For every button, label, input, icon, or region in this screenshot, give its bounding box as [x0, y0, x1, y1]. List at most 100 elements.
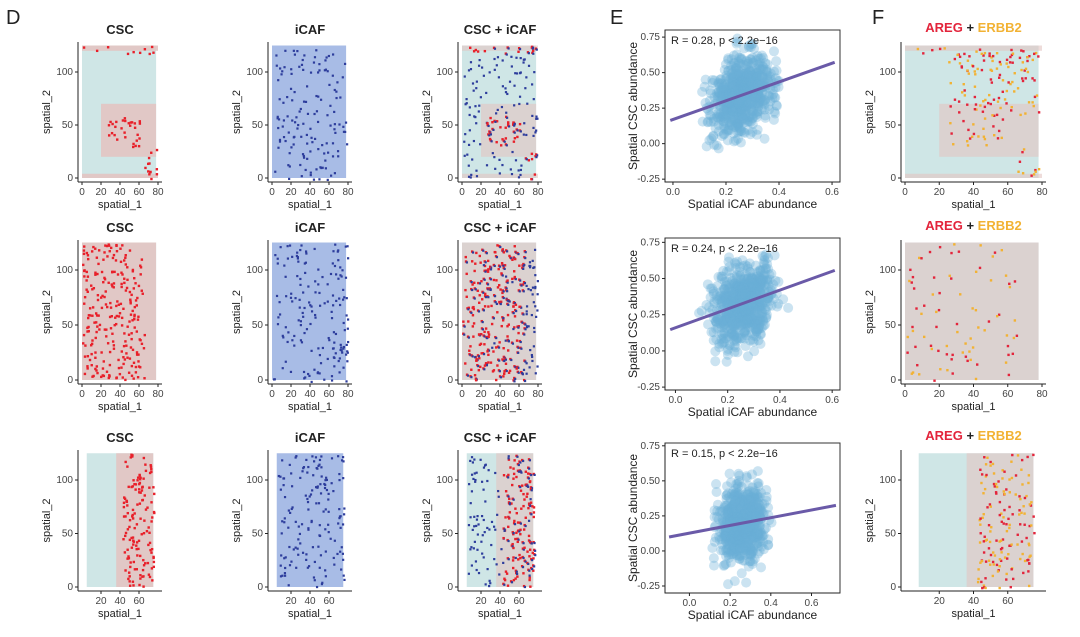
csc-spot: [487, 331, 490, 334]
data-point: [742, 312, 753, 323]
areg-spot: [911, 325, 914, 329]
areg-spot: [1020, 468, 1023, 471]
data-point: [701, 141, 712, 152]
plus-sign: +: [963, 20, 975, 35]
icaf-spot: [474, 356, 477, 359]
icaf-spot: [514, 556, 517, 560]
data-point: [726, 530, 737, 541]
icaf-spot: [339, 550, 342, 553]
areg-spot: [973, 108, 977, 111]
data-point: [745, 66, 756, 77]
data-point: [743, 322, 754, 333]
csc-spot: [124, 460, 127, 464]
y-tick-label: 100: [56, 67, 73, 78]
tissue-background: [276, 453, 344, 587]
icaf-spot: [523, 263, 526, 267]
data-point: [714, 534, 725, 545]
csc-spot: [512, 472, 516, 476]
erbb2-spot: [977, 326, 980, 329]
data-point: [733, 84, 744, 95]
x-tick-label: 20: [285, 187, 297, 198]
icaf-spot: [330, 174, 333, 177]
data-point: [729, 278, 740, 289]
csc-spot: [124, 136, 127, 139]
icaf-spot: [536, 365, 539, 368]
areg-spot: [1002, 522, 1005, 525]
data-point: [733, 513, 744, 524]
icaf-spot: [294, 297, 297, 300]
icaf-spot: [475, 87, 478, 90]
icaf-spot: [530, 353, 533, 357]
erbb2-spot: [1032, 515, 1035, 518]
data-point: [729, 490, 740, 501]
areg-spot: [911, 371, 915, 374]
data-point: [753, 527, 764, 538]
icaf-spot: [519, 56, 522, 60]
data-point: [727, 72, 738, 83]
data-point: [748, 108, 759, 119]
csc-spot: [503, 370, 506, 373]
data-point: [727, 102, 738, 113]
csc-spot: [126, 278, 129, 282]
icaf-spot: [341, 523, 345, 526]
data-point: [750, 77, 761, 88]
areg-spot: [1019, 523, 1022, 526]
data-point: [739, 542, 750, 553]
data-point: [721, 533, 732, 544]
csc-spot: [134, 299, 138, 302]
data-point: [722, 531, 733, 542]
data-point: [738, 491, 749, 502]
data-point: [753, 530, 764, 541]
icaf-spot: [345, 343, 348, 347]
icaf-spot: [518, 95, 522, 98]
icaf-spot: [287, 131, 290, 134]
areg-spot: [1037, 111, 1041, 114]
data-point: [728, 548, 739, 559]
data-point: [738, 117, 749, 128]
data-point: [738, 326, 749, 337]
icaf-spot: [528, 261, 532, 264]
icaf-spot: [306, 157, 309, 160]
x-tick-label: 0.6: [805, 598, 819, 609]
csc-spot: [489, 116, 492, 120]
icaf-spot: [304, 168, 307, 172]
icaf-spot: [469, 516, 472, 519]
csc-spot: [131, 580, 135, 583]
x-tick-label: 40: [304, 389, 316, 400]
data-point: [757, 509, 768, 520]
erbb2-spot: [1027, 570, 1030, 573]
data-point: [762, 72, 773, 83]
data-point: [708, 327, 719, 338]
data-point: [748, 57, 759, 68]
icaf-spot: [295, 116, 298, 119]
erbb2-spot: [950, 251, 953, 255]
icaf-spot: [291, 99, 294, 102]
data-point: [749, 528, 760, 539]
tumor-region: [966, 453, 1034, 587]
icaf-spot: [299, 339, 303, 342]
data-point: [720, 312, 731, 323]
icaf-spot: [524, 560, 527, 563]
data-point: [743, 67, 754, 78]
csc-spot: [513, 315, 517, 318]
csc-spot: [109, 120, 112, 124]
data-point: [746, 281, 757, 292]
csc-spot: [147, 162, 150, 166]
csc-spot: [86, 290, 89, 293]
x-tick-label: 60: [323, 389, 335, 400]
data-point: [709, 298, 720, 309]
icaf-spot: [504, 91, 508, 94]
data-point: [722, 331, 733, 342]
icaf-spot: [331, 262, 334, 265]
data-point: [718, 265, 729, 276]
data-point: [728, 100, 739, 111]
icaf-spot: [293, 334, 296, 338]
data-point: [728, 77, 739, 88]
data-point: [730, 495, 741, 506]
data-point: [736, 76, 747, 87]
data-point: [735, 511, 746, 522]
icaf-spot: [344, 121, 348, 124]
data-point: [742, 288, 753, 299]
data-point: [755, 264, 766, 275]
